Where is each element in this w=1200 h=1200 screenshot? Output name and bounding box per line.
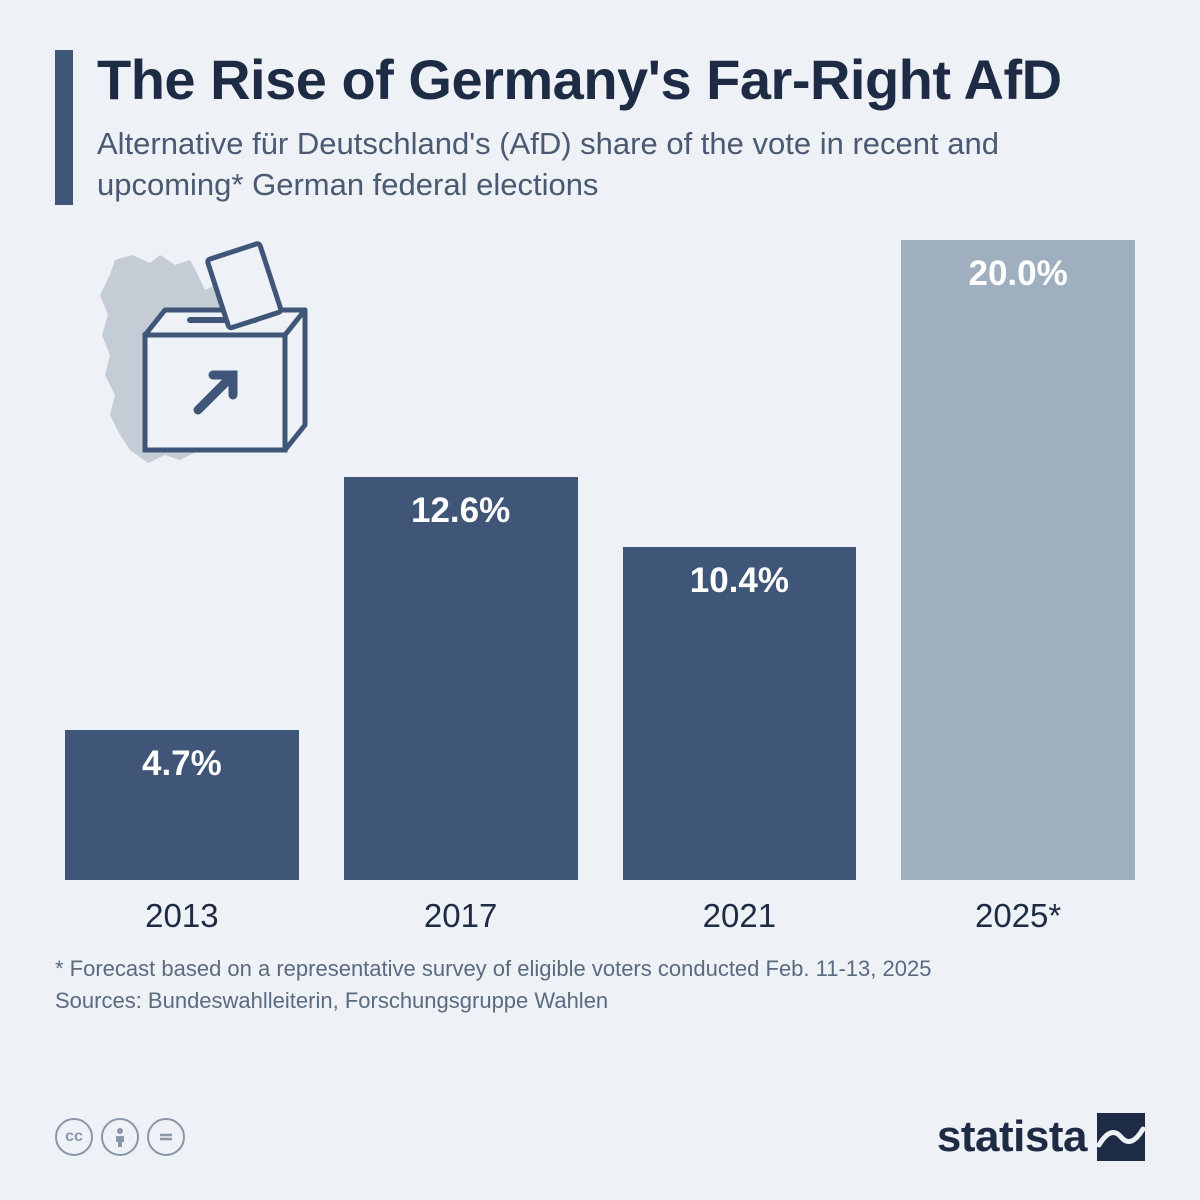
bar-label-2017: 12.6% <box>344 491 578 531</box>
footer: cc statista <box>55 1112 1145 1162</box>
cc-license-icons: cc <box>55 1118 185 1156</box>
accent-bar <box>55 50 73 205</box>
bar-label-2025: 20.0% <box>901 254 1135 294</box>
chart-title: The Rise of Germany's Far-Right AfD <box>97 50 1145 110</box>
cc-by-icon <box>101 1118 139 1156</box>
xlabel-2013: 2013 <box>65 897 299 935</box>
footnote-line1: * Forecast based on a representative sur… <box>55 953 1145 985</box>
bar-2013: 4.7% <box>65 730 299 880</box>
chart-area: 4.7% 12.6% 10.4% 20.0% 2013 2017 2021 20… <box>55 225 1145 935</box>
chart-subtitle: Alternative für Deutschland's (AfD) shar… <box>97 124 1145 205</box>
bar-col-2025: 20.0% <box>901 240 1135 880</box>
footnote: * Forecast based on a representative sur… <box>55 953 1145 1017</box>
footnote-line2: Sources: Bundeswahlleiterin, Forschungsg… <box>55 985 1145 1017</box>
x-axis-labels: 2013 2017 2021 2025* <box>55 897 1145 935</box>
statista-logo: statista <box>937 1112 1145 1162</box>
bar-col-2017: 12.6% <box>344 477 578 880</box>
xlabel-2021: 2021 <box>623 897 857 935</box>
bar-label-2021: 10.4% <box>623 561 857 601</box>
bar-2021: 10.4% <box>623 547 857 880</box>
cc-icon: cc <box>55 1118 93 1156</box>
xlabel-2017: 2017 <box>344 897 578 935</box>
header: The Rise of Germany's Far-Right AfD Alte… <box>55 50 1145 205</box>
statista-wave-icon <box>1097 1113 1145 1161</box>
bar-2025: 20.0% <box>901 240 1135 880</box>
bar-2017: 12.6% <box>344 477 578 880</box>
header-text: The Rise of Germany's Far-Right AfD Alte… <box>97 50 1145 205</box>
logo-text: statista <box>937 1112 1087 1162</box>
bar-col-2021: 10.4% <box>623 547 857 880</box>
xlabel-2025: 2025* <box>901 897 1135 935</box>
bar-col-2013: 4.7% <box>65 730 299 880</box>
bar-label-2013: 4.7% <box>65 744 299 784</box>
bars-container: 4.7% 12.6% 10.4% 20.0% <box>55 240 1145 880</box>
cc-nd-icon <box>147 1118 185 1156</box>
